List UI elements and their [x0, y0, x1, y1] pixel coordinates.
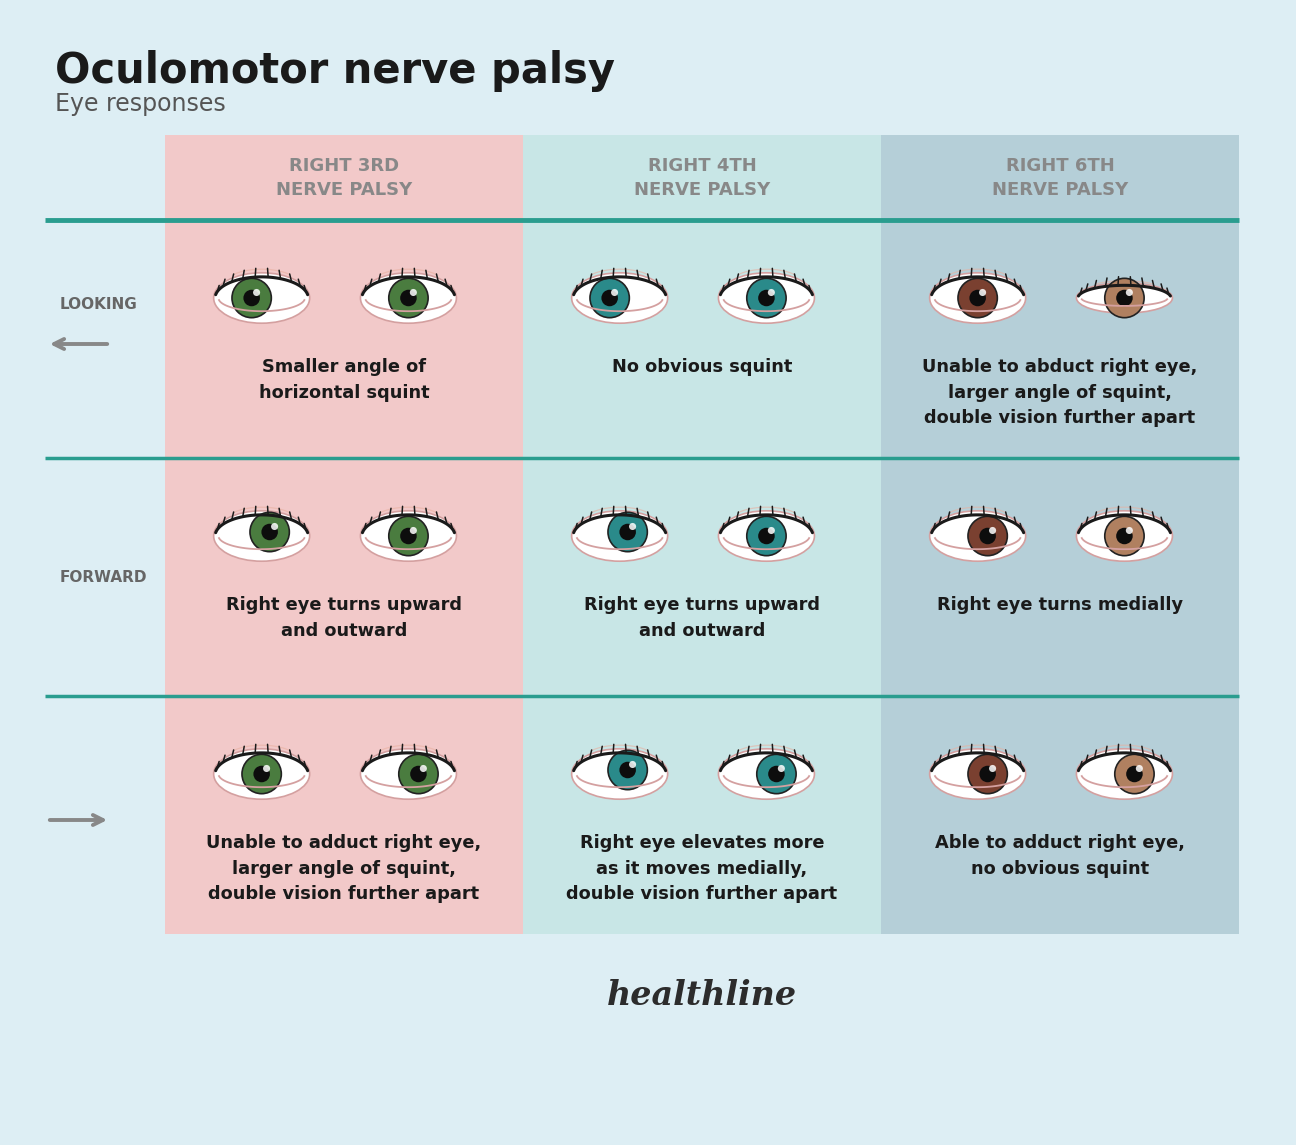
Ellipse shape [757, 755, 796, 793]
Ellipse shape [244, 290, 260, 306]
Ellipse shape [758, 528, 775, 544]
Ellipse shape [746, 278, 787, 317]
Bar [524, 135, 881, 934]
Ellipse shape [1126, 527, 1133, 534]
Ellipse shape [360, 749, 456, 799]
Text: No obvious squint: No obvious squint [612, 358, 792, 376]
Text: Right eye turns medially: Right eye turns medially [937, 597, 1183, 614]
Ellipse shape [214, 511, 310, 561]
Text: Smaller angle of
horizontal squint: Smaller angle of horizontal squint [259, 358, 429, 402]
Ellipse shape [1104, 516, 1144, 555]
Ellipse shape [929, 749, 1025, 799]
Ellipse shape [718, 749, 814, 799]
Ellipse shape [718, 273, 814, 323]
Ellipse shape [629, 761, 636, 768]
Ellipse shape [214, 749, 310, 799]
Ellipse shape [601, 290, 618, 306]
Text: NERVE PALSY: NERVE PALSY [276, 181, 412, 199]
Ellipse shape [1104, 278, 1144, 317]
Text: NERVE PALSY: NERVE PALSY [634, 181, 770, 199]
Ellipse shape [410, 527, 417, 534]
Ellipse shape [1116, 290, 1133, 306]
Text: FORWARD: FORWARD [60, 569, 148, 584]
Ellipse shape [399, 755, 438, 793]
Ellipse shape [400, 528, 417, 544]
Ellipse shape [958, 278, 998, 317]
Ellipse shape [608, 512, 647, 552]
Ellipse shape [1126, 289, 1133, 297]
Ellipse shape [610, 289, 618, 297]
Ellipse shape [767, 527, 775, 534]
Ellipse shape [214, 273, 310, 323]
Text: healthline: healthline [607, 979, 797, 1012]
Ellipse shape [1077, 511, 1173, 561]
Ellipse shape [989, 527, 997, 534]
Ellipse shape [1135, 765, 1143, 772]
Ellipse shape [778, 765, 785, 772]
Ellipse shape [608, 750, 647, 790]
Ellipse shape [1115, 755, 1155, 793]
Ellipse shape [250, 512, 289, 552]
Ellipse shape [978, 289, 986, 297]
Ellipse shape [410, 766, 426, 782]
Ellipse shape [629, 523, 636, 530]
Ellipse shape [1077, 749, 1173, 799]
Bar [165, 135, 524, 934]
Text: Right eye turns upward
and outward: Right eye turns upward and outward [584, 597, 820, 640]
Ellipse shape [758, 290, 775, 306]
Ellipse shape [590, 278, 630, 317]
Ellipse shape [769, 766, 784, 782]
Ellipse shape [360, 273, 456, 323]
Ellipse shape [969, 290, 986, 306]
Ellipse shape [572, 749, 667, 799]
Ellipse shape [968, 755, 1007, 793]
Ellipse shape [271, 523, 279, 530]
Ellipse shape [410, 289, 417, 297]
Ellipse shape [262, 523, 277, 540]
Ellipse shape [767, 289, 775, 297]
Ellipse shape [263, 765, 270, 772]
Ellipse shape [1126, 766, 1143, 782]
Ellipse shape [360, 511, 456, 561]
Bar [881, 135, 1239, 934]
Text: LOOKING: LOOKING [60, 297, 137, 311]
Text: RIGHT 4TH: RIGHT 4TH [648, 157, 757, 175]
Text: RIGHT 3RD: RIGHT 3RD [289, 157, 399, 175]
Ellipse shape [572, 273, 667, 323]
Ellipse shape [1116, 528, 1133, 544]
Text: Oculomotor nerve palsy: Oculomotor nerve palsy [54, 50, 616, 92]
Text: Able to adduct right eye,
no obvious squint: Able to adduct right eye, no obvious squ… [934, 834, 1185, 878]
Text: Right eye elevates more
as it moves medially,
double vision further apart: Right eye elevates more as it moves medi… [566, 834, 837, 903]
Ellipse shape [253, 289, 260, 297]
Ellipse shape [929, 511, 1025, 561]
Ellipse shape [619, 761, 636, 779]
Text: Eye responses: Eye responses [54, 92, 226, 116]
Ellipse shape [254, 766, 270, 782]
Ellipse shape [968, 516, 1007, 555]
Ellipse shape [980, 766, 995, 782]
Ellipse shape [389, 278, 428, 317]
Ellipse shape [718, 511, 814, 561]
Ellipse shape [389, 516, 428, 555]
Ellipse shape [420, 765, 426, 772]
Ellipse shape [400, 290, 417, 306]
Ellipse shape [572, 511, 667, 561]
Ellipse shape [1077, 283, 1173, 313]
Text: NERVE PALSY: NERVE PALSY [991, 181, 1128, 199]
Ellipse shape [619, 523, 636, 540]
Ellipse shape [980, 528, 995, 544]
Ellipse shape [242, 755, 281, 793]
Text: Right eye turns upward
and outward: Right eye turns upward and outward [226, 597, 461, 640]
Ellipse shape [989, 765, 997, 772]
Ellipse shape [746, 516, 787, 555]
Ellipse shape [232, 278, 271, 317]
Text: RIGHT 6TH: RIGHT 6TH [1006, 157, 1115, 175]
Text: Unable to abduct right eye,
larger angle of squint,
double vision further apart: Unable to abduct right eye, larger angle… [923, 358, 1198, 427]
Ellipse shape [929, 273, 1025, 323]
Text: Unable to adduct right eye,
larger angle of squint,
double vision further apart: Unable to adduct right eye, larger angle… [206, 834, 482, 903]
